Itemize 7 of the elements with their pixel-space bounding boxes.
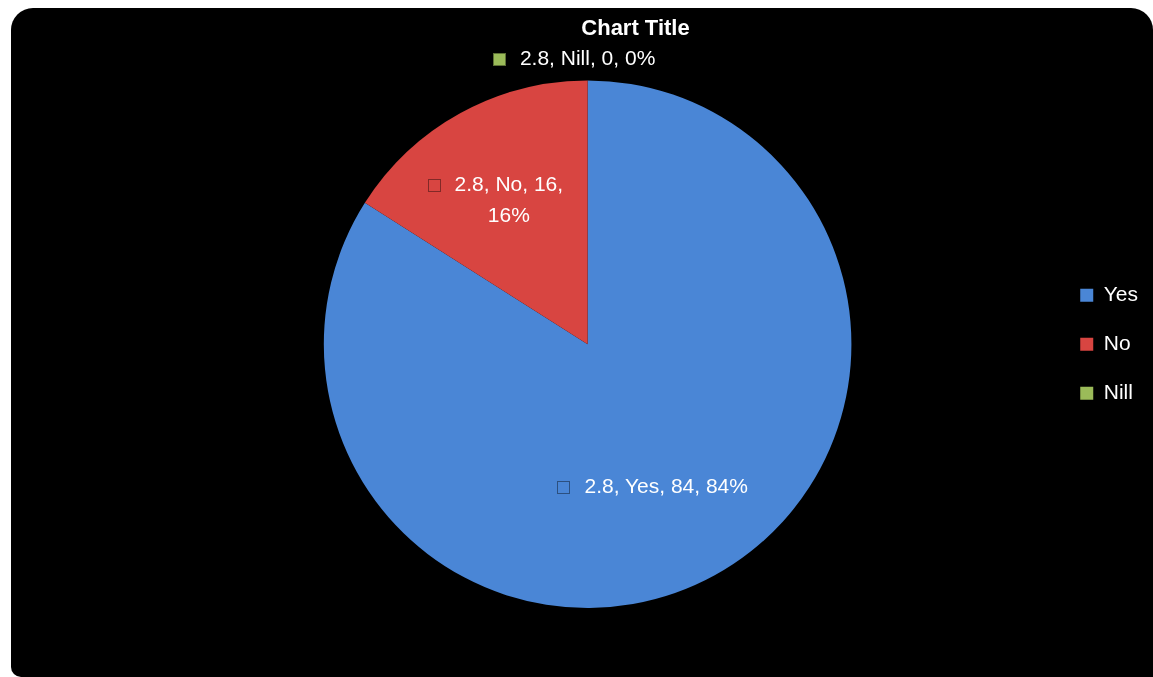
text: 2.8, Nill, 0, 0%: [519, 46, 656, 70]
chart-title: Chart Title: [581, 15, 690, 41]
legend-label: No: [1103, 331, 1131, 354]
data-label: 2.8, Yes, 84, 84%: [584, 474, 748, 498]
data-label: 2.8, No, 16, 16%: [454, 172, 564, 227]
legend-label: Yes: [1103, 282, 1139, 305]
legend-label: Nill: [1103, 380, 1133, 403]
